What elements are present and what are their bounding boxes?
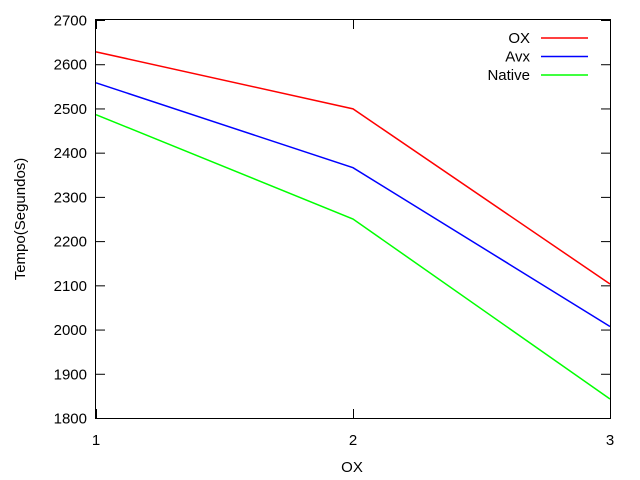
- series-line-ox: [95, 51, 611, 285]
- y-axis-title: Tempo(Segundos): [12, 158, 29, 281]
- plot-frame: [95, 19, 611, 419]
- y-tick-label: 1800: [54, 411, 87, 428]
- y-tick-label: 2200: [54, 234, 87, 251]
- legend-label: Native: [487, 67, 530, 84]
- x-tick-label: 3: [606, 432, 614, 449]
- series-line-avx: [95, 82, 611, 328]
- y-tick-label: 1900: [54, 366, 87, 383]
- tick-labels-layer: 1800 1900 2000 2100 2200 2300 2400 2500 2600 2700…: [54, 13, 615, 450]
- y-tick-label: 2400: [54, 145, 87, 162]
- x-tick-label: 2: [349, 432, 357, 449]
- y-tick-label: 2600: [54, 57, 87, 74]
- legend-label: Avx: [505, 49, 530, 66]
- y-tick-label: 2000: [54, 322, 87, 339]
- x-axis-title: OX: [341, 459, 363, 476]
- y-tick-label: 2300: [54, 189, 87, 206]
- y-tick-label: 2700: [54, 13, 87, 30]
- y-tick-label: 2500: [54, 101, 87, 118]
- series-layer: [95, 51, 611, 400]
- series-line-native: [95, 113, 611, 400]
- y-tick-label: 2100: [54, 278, 87, 295]
- legend-label: OX: [508, 30, 530, 47]
- x-tick-label: 1: [92, 432, 100, 449]
